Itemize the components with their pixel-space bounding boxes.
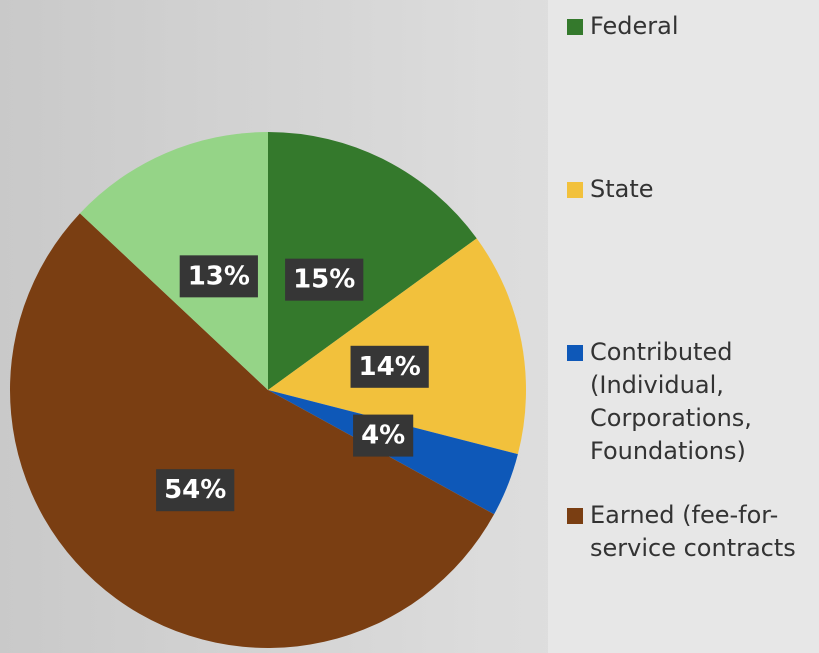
data-label-text: 4% (361, 421, 405, 451)
pie-slice (268, 132, 477, 390)
data-label-text: 54% (164, 475, 226, 505)
data-label-text: 15% (293, 265, 355, 295)
data-label-box (350, 345, 429, 388)
data-label: 14% (350, 345, 429, 388)
legend-item: Earned (fee-for-service contracts (567, 499, 819, 565)
legend-swatch (567, 508, 583, 524)
data-label-box (179, 255, 258, 298)
data-label: 4% (353, 414, 414, 457)
legend-swatch (567, 345, 583, 361)
legend-text: Federal (590, 12, 679, 40)
legend-swatch (567, 19, 583, 35)
pie-slice (79, 132, 269, 390)
legend-item: Federal (567, 10, 819, 43)
data-label-box (285, 258, 364, 301)
data-label-text: 13% (188, 261, 250, 291)
legend-text: State (590, 175, 654, 203)
data-label: 13% (179, 255, 258, 298)
chart: 15% 14% 4% 54% 13% (9, 132, 526, 648)
legend-text: Contributed (Individual, Corporations, F… (590, 338, 752, 465)
pie-slice (9, 213, 495, 648)
data-label-text: 14% (359, 352, 421, 382)
data-label: 54% (156, 469, 235, 512)
data-label-box (156, 469, 235, 512)
legend-item: State (567, 173, 819, 206)
legend-swatch (567, 182, 583, 198)
legend-item: Contributed (Individual, Corporations, F… (567, 336, 819, 468)
legend-panel (548, 0, 819, 653)
legend-text: Earned (fee-for-service contracts (590, 501, 796, 562)
data-label-box (353, 414, 414, 457)
data-label: 15% (285, 258, 364, 301)
